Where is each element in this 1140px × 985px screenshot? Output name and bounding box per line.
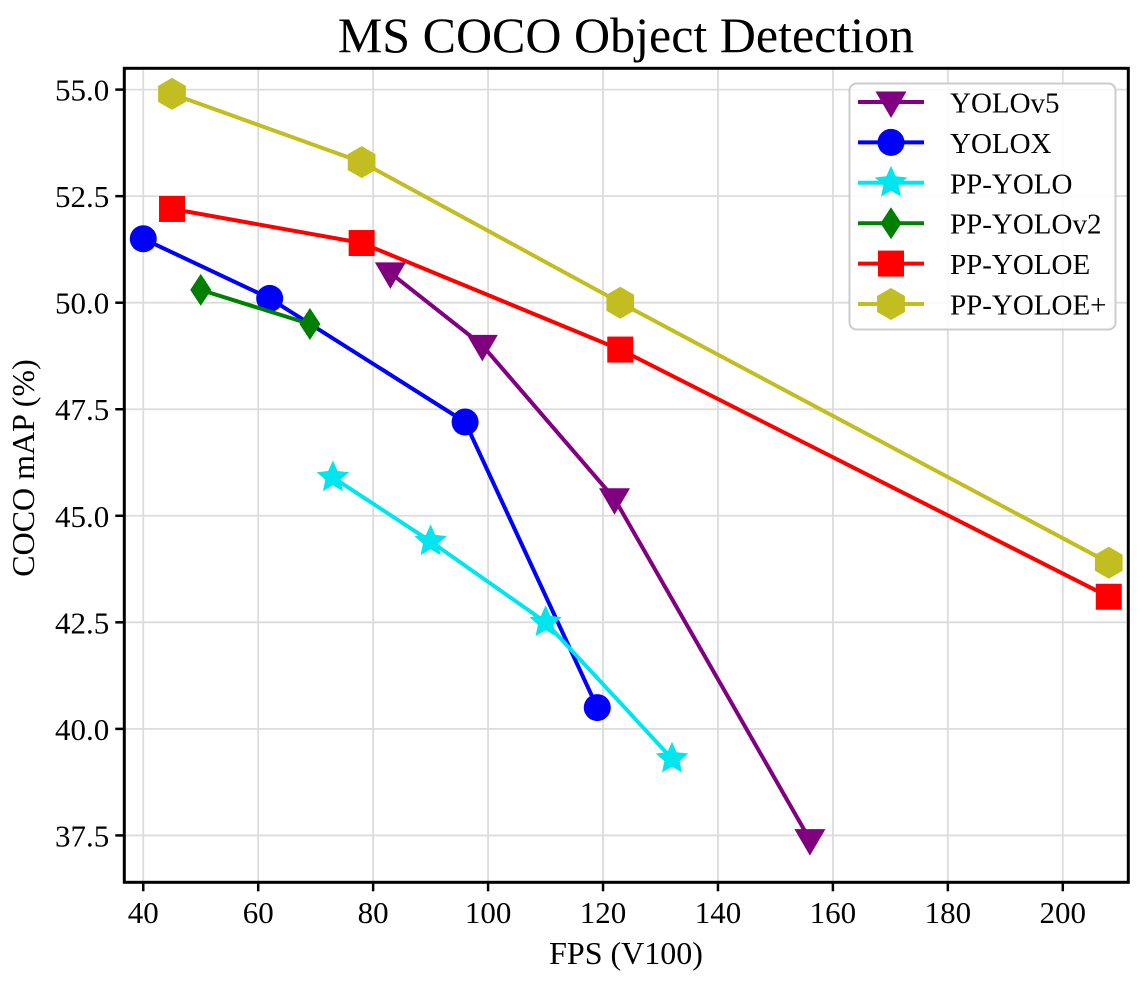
series-line xyxy=(388,270,812,842)
legend-frame xyxy=(848,82,1117,331)
x-axis-label: FPS (V100) xyxy=(549,935,703,971)
marker-triangle-down xyxy=(466,334,498,362)
legend-label: YOLOv5 xyxy=(950,88,1060,120)
y-tick-label: 37.5 xyxy=(55,818,109,853)
series-pp-yolov2 xyxy=(190,273,321,341)
series-line xyxy=(141,236,600,710)
marker-circle xyxy=(451,408,479,436)
x-tick-label: 160 xyxy=(810,895,857,930)
series-yolox xyxy=(129,225,611,722)
legend-entry-pp-yolov2: PP-YOLOv2 xyxy=(858,207,1101,241)
marker-star xyxy=(316,460,350,492)
y-tick-label: 52.5 xyxy=(55,179,109,214)
marker-circle xyxy=(877,128,905,156)
legend-entry-pp-yoloe-: PP-YOLOE+ xyxy=(858,288,1107,322)
legend: YOLOv5 YOLOX PP-YOLO PP-YOLOv2 PP-YOLOE PP-YO… xyxy=(848,82,1117,331)
series-pp-yoloe xyxy=(159,195,1122,610)
marker-star xyxy=(655,741,689,773)
legend-entry-pp-yolo: PP-YOLO xyxy=(858,165,1072,200)
series-line xyxy=(170,91,1111,565)
legend-label: PP-YOLOv2 xyxy=(950,209,1101,241)
legend-entry-pp-yoloe: PP-YOLOE xyxy=(858,249,1090,281)
legend-label: PP-YOLOE xyxy=(950,249,1090,281)
marker-hexagon xyxy=(606,286,635,319)
x-tick-label: 100 xyxy=(465,895,512,930)
legend-label: PP-YOLOE+ xyxy=(950,290,1107,322)
marker-triangle-down xyxy=(875,91,907,118)
marker-triangle-down xyxy=(374,262,406,289)
marker-circle xyxy=(129,225,157,253)
x-tick-label: 120 xyxy=(580,895,627,930)
series-layer xyxy=(129,77,1123,856)
y-tick-label: 47.5 xyxy=(55,392,109,427)
x-tick-label: 60 xyxy=(243,895,274,930)
y-tick-label: 50.0 xyxy=(55,286,109,321)
series-yolov5 xyxy=(374,262,826,856)
marker-triangle-down xyxy=(599,488,631,515)
marker-hexagon xyxy=(347,146,376,179)
marker-square xyxy=(1095,583,1122,610)
legend-label: YOLOX xyxy=(950,128,1052,160)
marker-diamond xyxy=(190,273,212,306)
y-tick-label: 40.0 xyxy=(55,712,109,747)
y-tick-label: 42.5 xyxy=(55,605,109,640)
legend-entry-yolov5: YOLOv5 xyxy=(858,88,1060,120)
marker-square xyxy=(878,250,904,277)
y-tick-label: 55.0 xyxy=(55,73,109,108)
marker-diamond xyxy=(880,207,902,240)
x-tick-label: 180 xyxy=(925,895,972,930)
series-pp-yoloe- xyxy=(158,77,1123,579)
marker-circle xyxy=(583,694,611,722)
legend-entry-yolox: YOLOX xyxy=(858,128,1052,160)
series-line xyxy=(170,206,1111,599)
marker-hexagon xyxy=(1094,546,1123,579)
x-tick-label: 200 xyxy=(1040,895,1087,930)
y-tick-label: 45.0 xyxy=(55,499,109,534)
marker-star xyxy=(414,524,447,556)
x-tick-label: 140 xyxy=(695,895,742,930)
x-tick-label: 40 xyxy=(128,895,159,930)
marker-square xyxy=(348,230,375,257)
y-axis-label: COCO mAP (%) xyxy=(5,359,41,576)
series-pp-yolo xyxy=(316,460,689,773)
marker-square xyxy=(607,336,634,363)
marker-circle xyxy=(256,284,284,312)
series-line xyxy=(198,287,312,326)
x-tick-label: 80 xyxy=(358,895,389,930)
marker-square xyxy=(159,195,186,222)
marker-hexagon xyxy=(158,77,186,110)
marker-hexagon xyxy=(877,288,905,320)
chart-title: MS COCO Object Detection xyxy=(338,7,914,63)
plot-border xyxy=(122,66,1130,884)
marker-diamond xyxy=(299,308,321,341)
marker-star xyxy=(874,165,908,197)
marker-star xyxy=(529,605,562,637)
legend-label: PP-YOLO xyxy=(950,168,1072,200)
series-line xyxy=(330,475,674,761)
marker-triangle-down xyxy=(794,829,826,856)
tick-layer: 40 60 80 100 120 140 160 180 200 37.5 40.0 42.5 45.0… xyxy=(55,73,1086,930)
